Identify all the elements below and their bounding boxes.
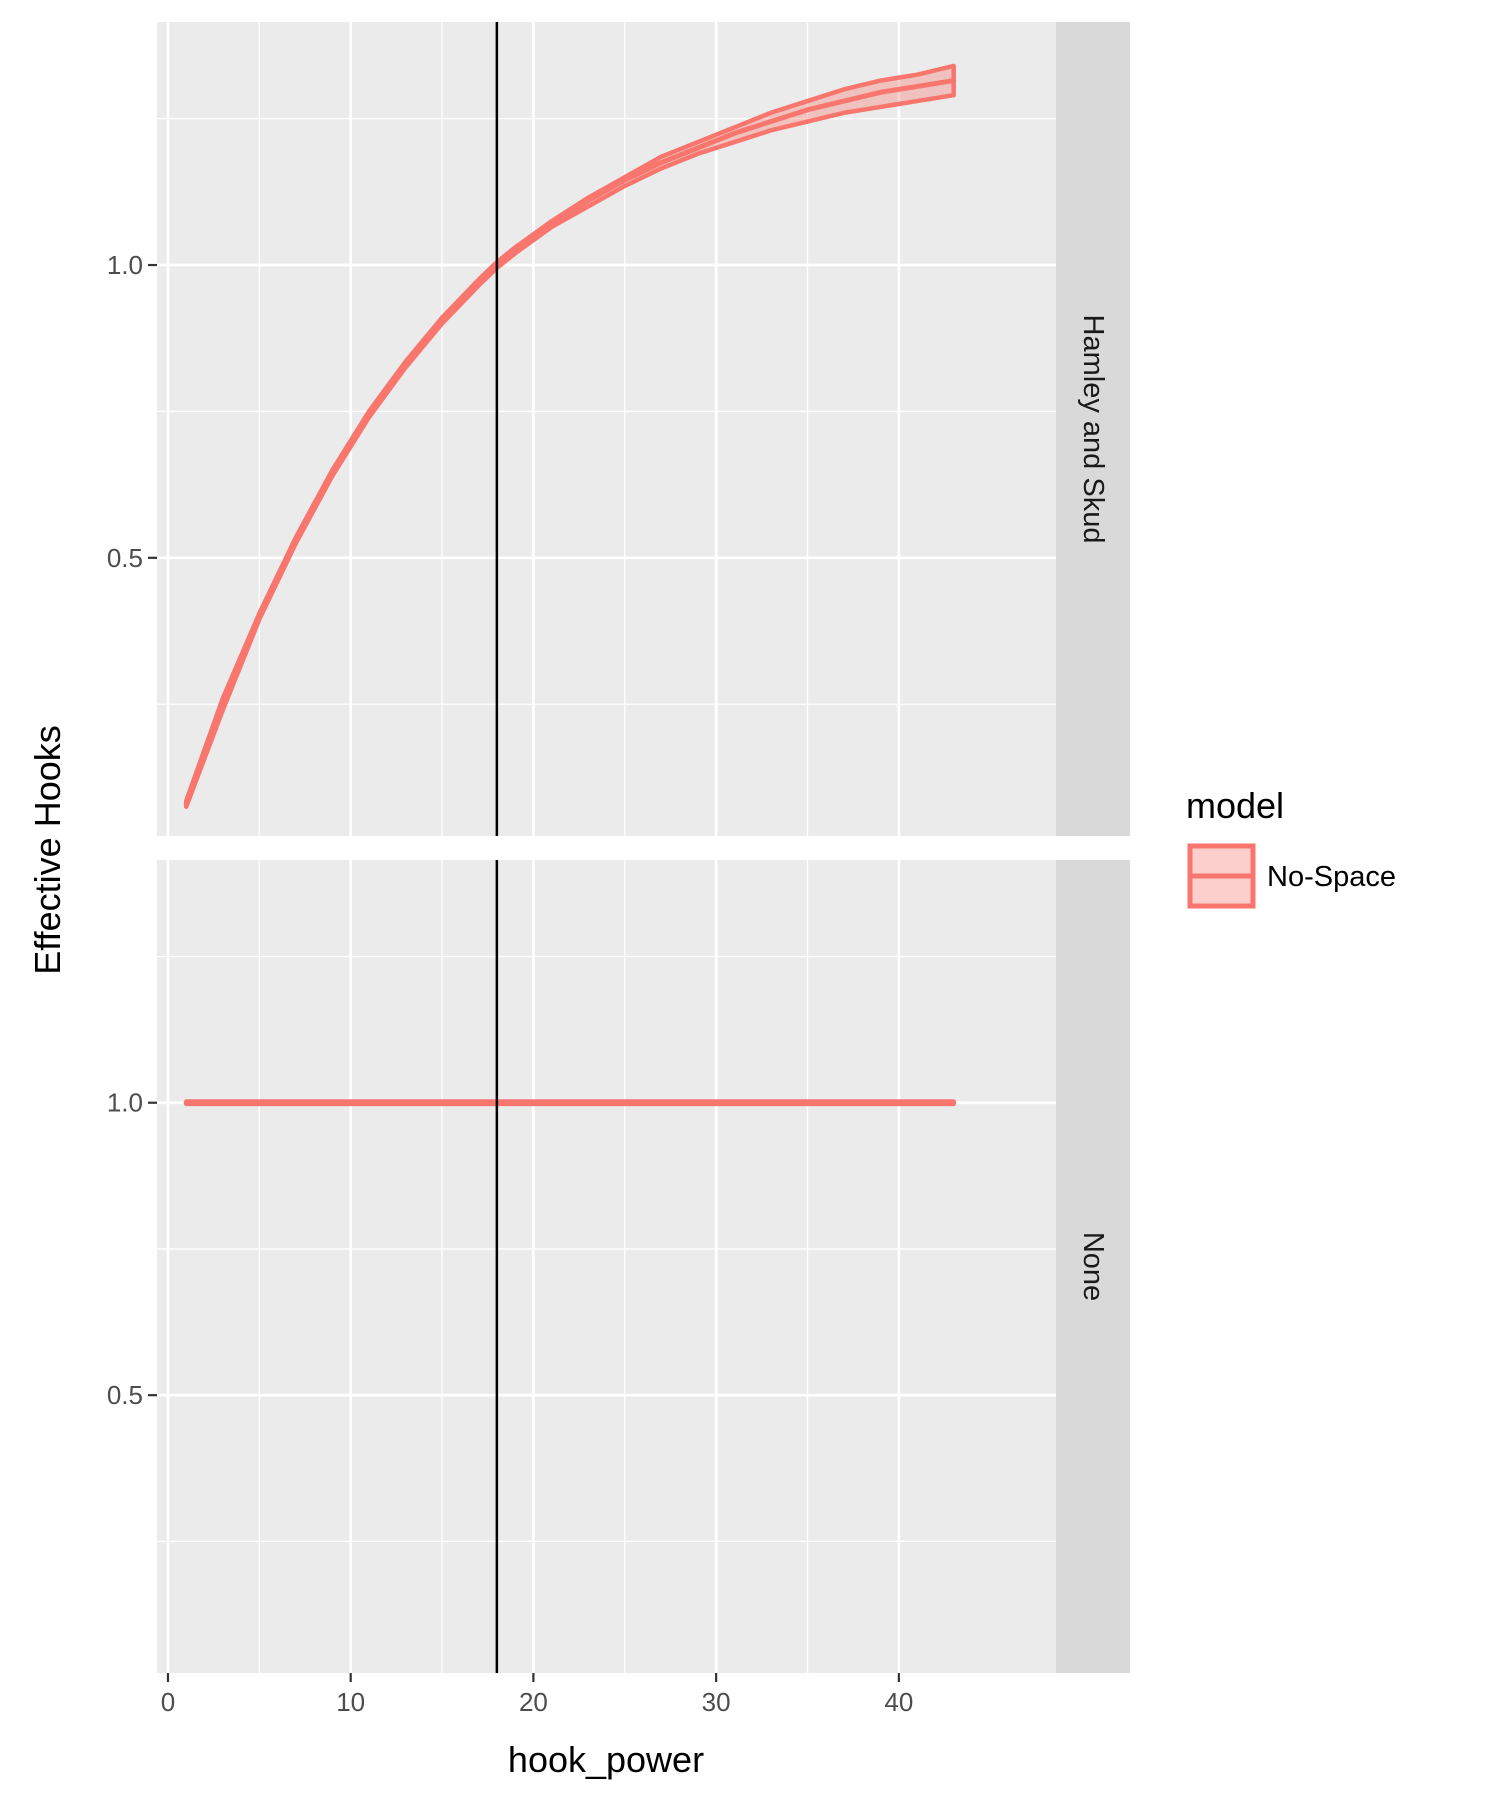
panel-1: Hamley and Skud	[157, 22, 1130, 836]
legend: model No-Space	[1186, 785, 1396, 909]
facet-strip-label: Hamley and Skud	[1077, 315, 1109, 544]
y-tick-label: 0.5	[107, 1380, 143, 1410]
legend-title: model	[1186, 785, 1284, 826]
panels-layer: Hamley and Skud None	[157, 22, 1130, 1673]
axis-layer: 0.5 1.0 0.5 1.0 0 10 20 30 40	[107, 250, 913, 1717]
x-axis-title: hook_power	[508, 1739, 704, 1780]
x-tick-label: 0	[161, 1687, 175, 1717]
x-tick-label: 30	[702, 1687, 731, 1717]
panel-background	[157, 22, 1056, 836]
x-tick-label: 10	[336, 1687, 365, 1717]
legend-label: No-Space	[1267, 861, 1396, 893]
series-line	[183, 78, 957, 807]
facet-strip	[1056, 860, 1130, 1673]
x-tick-label: 20	[519, 1687, 548, 1717]
y-tick-label: 0.5	[107, 543, 143, 573]
y-tick-label: 1.0	[107, 250, 143, 280]
y-tick-label: 1.0	[107, 1088, 143, 1118]
y-axis-title: Effective Hooks	[27, 725, 68, 974]
x-tick-label: 40	[884, 1687, 913, 1717]
panel-background	[157, 860, 1056, 1673]
facet-strip	[1056, 22, 1130, 836]
panel-2: None	[157, 860, 1130, 1673]
legend-keys: No-Space	[1187, 843, 1396, 909]
facet-strip-label: None	[1077, 1232, 1109, 1301]
